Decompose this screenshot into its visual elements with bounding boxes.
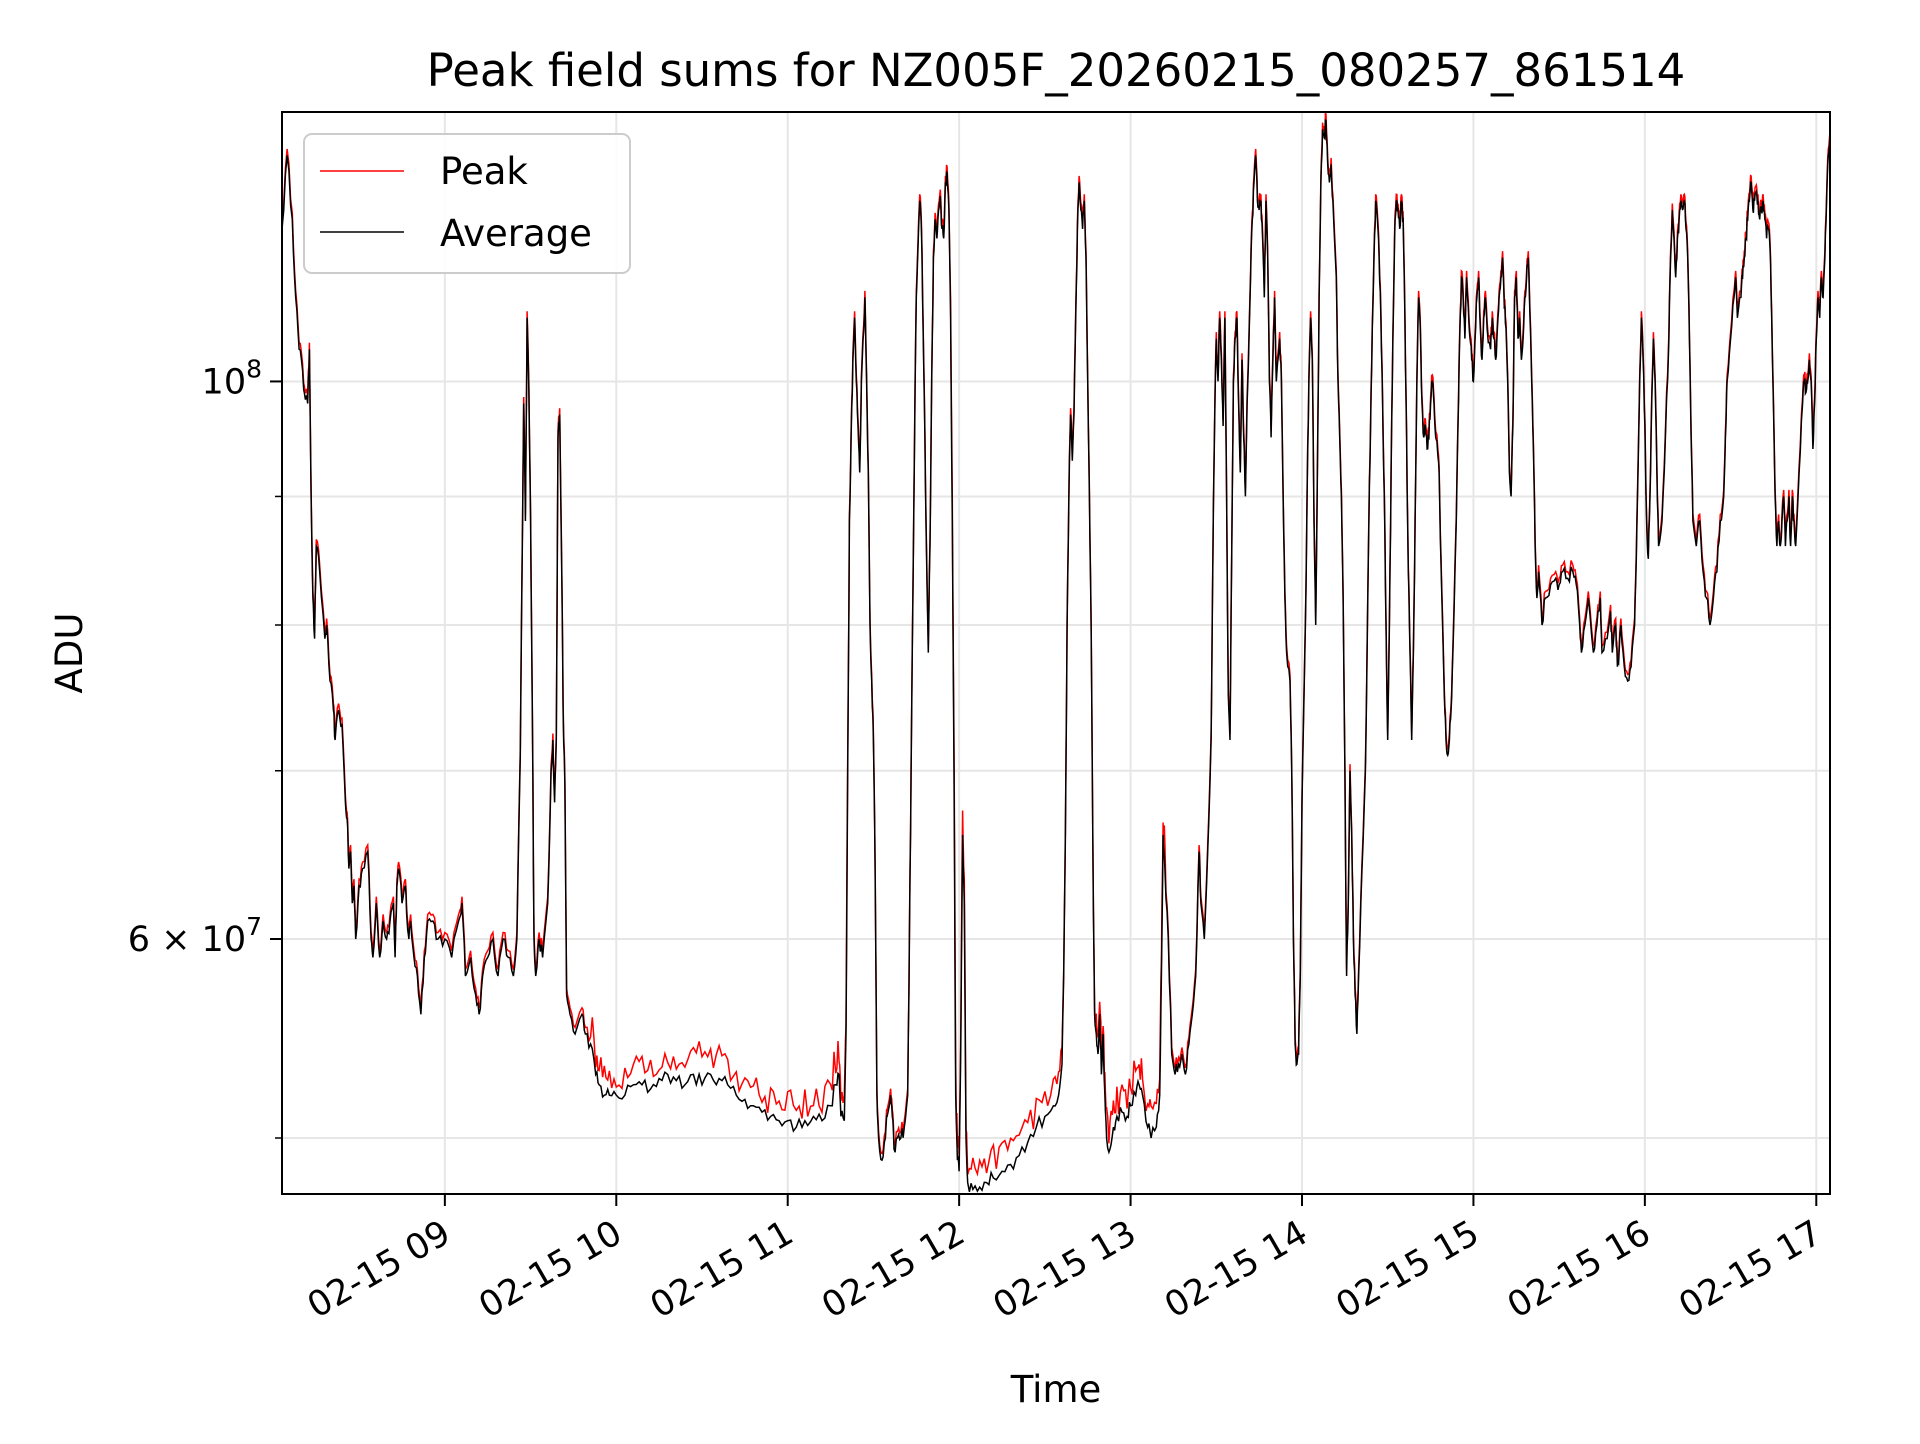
major-gridlines: [282, 112, 1830, 1194]
y-tick-exponent: 8: [246, 354, 262, 383]
series-line-average: [282, 118, 1830, 1193]
y-tick-label: 6 × 107: [128, 912, 262, 960]
y-axis-label: ADU: [48, 613, 91, 694]
legend: Peak Average: [303, 133, 631, 274]
y-tick-exponent: 7: [246, 912, 262, 941]
y-tick-mantissa: 6 ×: [128, 920, 202, 960]
plot-lines: [282, 112, 1830, 1193]
x-axis-label: Time: [1010, 1368, 1102, 1411]
y-tick-base: 10: [202, 920, 247, 960]
y-tick-label: 108: [202, 354, 262, 402]
plot-frame: [281, 111, 1831, 1195]
minor-gridlines: [282, 495, 1830, 1140]
y-tick-base: 10: [202, 362, 247, 402]
legend-label-average: Average: [440, 212, 592, 255]
plot-area-background: [282, 112, 1830, 1194]
legend-label-peak: Peak: [440, 150, 528, 193]
legend-frame: [303, 133, 631, 274]
chart-title: Peak field sums for NZ005F_20260215_0802…: [427, 44, 1686, 97]
